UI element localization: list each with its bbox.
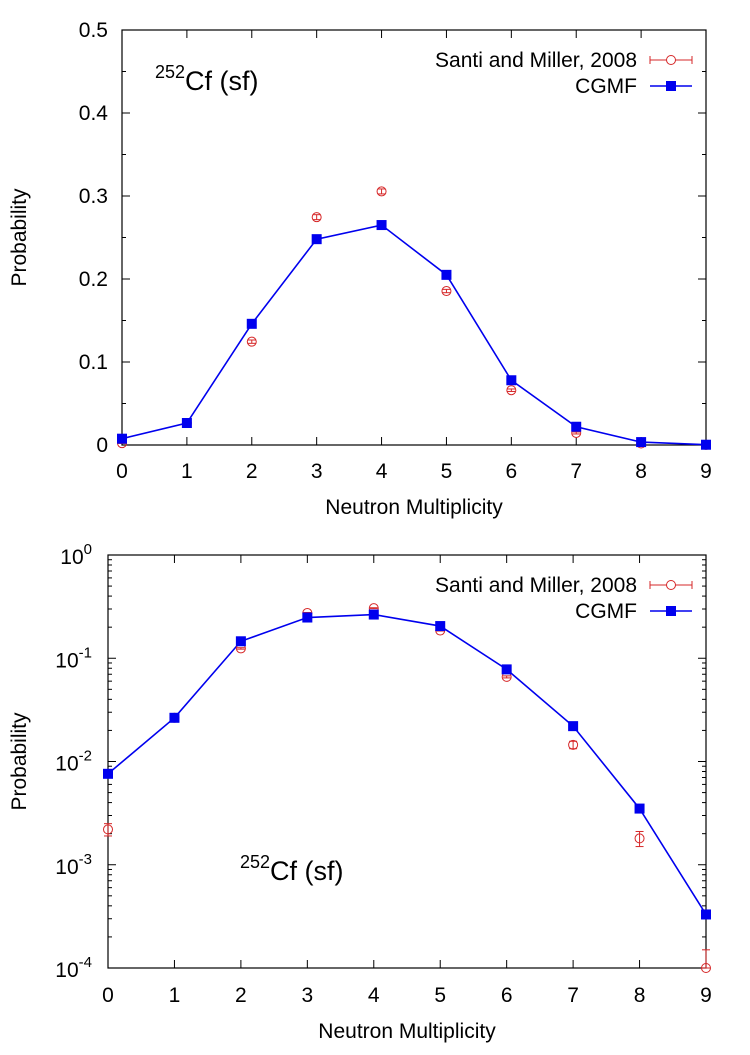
x-tick-label: 1 bbox=[181, 460, 193, 483]
y-tick-label: 10-4 bbox=[55, 954, 92, 982]
cgmf-point bbox=[501, 664, 512, 675]
x-tick-label: 0 bbox=[116, 460, 128, 483]
cgmf-point bbox=[311, 234, 322, 245]
y-tick-base: 10 bbox=[55, 959, 78, 982]
measured-point bbox=[376, 186, 387, 197]
cgmf-point bbox=[181, 418, 192, 429]
cgmf-point bbox=[568, 721, 579, 732]
x-tick-label: 6 bbox=[501, 984, 513, 1007]
measured-point bbox=[311, 212, 322, 223]
y-tick-label: 0.2 bbox=[79, 268, 108, 291]
x-axis-label: Neutron Multiplicity bbox=[325, 496, 503, 519]
x-axis-label: Neutron Multiplicity bbox=[318, 1020, 496, 1043]
measured-point bbox=[701, 963, 711, 973]
y-tick-base: 10 bbox=[55, 856, 78, 879]
y-tick-label: 100 bbox=[60, 541, 92, 569]
chart-linear: 0 1 2 3 4 5 6 7 8 9 0 0.1 0.2 0.3 0.4 0.5 Neutron Multip… bbox=[8, 19, 712, 519]
cgmf-point bbox=[368, 609, 379, 620]
annotation-label: 252Cf (sf) bbox=[240, 852, 344, 886]
legend-label-cgmf: CGMF bbox=[575, 600, 637, 623]
legend-label-cgmf: CGMF bbox=[575, 75, 637, 98]
measured-point bbox=[441, 286, 452, 297]
measured-point bbox=[246, 336, 257, 347]
x-tick-label: 3 bbox=[301, 984, 313, 1007]
annotation-superscript: 252 bbox=[155, 62, 185, 82]
cgmf-point bbox=[169, 712, 180, 723]
cgmf-point bbox=[117, 433, 127, 444]
y-tick-label: 10-1 bbox=[55, 644, 92, 672]
annotation-superscript: 252 bbox=[240, 852, 270, 872]
x-tick-label: 9 bbox=[700, 460, 712, 483]
x-tick-label: 4 bbox=[368, 984, 380, 1007]
y-tick-exponent: -2 bbox=[79, 748, 92, 765]
cgmf-point bbox=[506, 375, 517, 386]
y-tick-exponent: 0 bbox=[84, 541, 92, 558]
legend-cgmf-marker bbox=[666, 606, 676, 616]
y-tick-base: 10 bbox=[60, 546, 83, 569]
cgmf-line bbox=[121, 224, 707, 446]
x-tick-label: 2 bbox=[246, 460, 258, 483]
annotation-base: Cf (sf) bbox=[185, 66, 259, 96]
y-tick-base: 10 bbox=[55, 753, 78, 776]
y-tick-label: 10-2 bbox=[55, 748, 92, 776]
x-tick-label: 5 bbox=[441, 460, 453, 483]
measured-point bbox=[103, 824, 113, 835]
annotation-base: Cf (sf) bbox=[270, 856, 344, 886]
cgmf-line bbox=[107, 613, 707, 915]
y-tick-label: 0.1 bbox=[79, 351, 108, 374]
x-tick-label: 9 bbox=[700, 984, 712, 1007]
cgmf-point bbox=[376, 220, 387, 231]
cgmf-point bbox=[634, 803, 645, 814]
x-tick-label: 8 bbox=[634, 984, 646, 1007]
y-tick-label: 0 bbox=[96, 434, 108, 457]
cgmf-point bbox=[435, 621, 446, 632]
y-tick-label: 0.5 bbox=[79, 19, 108, 42]
x-tick-label: 2 bbox=[235, 984, 247, 1007]
legend-cgmf-marker bbox=[666, 81, 676, 91]
x-tick-label: 3 bbox=[311, 460, 323, 483]
measured-point bbox=[568, 739, 579, 750]
legend-label-measured: Santi and Miller, 2008 bbox=[435, 574, 637, 597]
cgmf-point bbox=[235, 636, 246, 647]
x-tick-label: 1 bbox=[169, 984, 181, 1007]
measured-point bbox=[634, 833, 645, 844]
x-tick-label: 7 bbox=[570, 460, 582, 483]
y-axis-label: Probability bbox=[8, 712, 31, 811]
measured-point bbox=[506, 385, 517, 396]
legend-label-measured: Santi and Miller, 2008 bbox=[435, 49, 637, 72]
cgmf-point bbox=[701, 439, 711, 450]
cgmf-point bbox=[571, 421, 582, 432]
x-tick-label: 0 bbox=[102, 984, 114, 1007]
cgmf-point bbox=[441, 269, 452, 280]
cgmf-point bbox=[302, 612, 313, 623]
y-axis-label: Probability bbox=[8, 188, 31, 287]
y-tick-exponent: -1 bbox=[79, 644, 92, 661]
x-tick-label: 5 bbox=[434, 984, 446, 1007]
cgmf-point bbox=[103, 768, 113, 779]
y-tick-base: 10 bbox=[55, 649, 78, 672]
cgmf-point bbox=[636, 437, 647, 448]
x-tick-label: 4 bbox=[376, 460, 388, 483]
legend-measured-marker bbox=[666, 55, 676, 65]
legend-measured-marker bbox=[666, 580, 676, 590]
x-tick-label: 7 bbox=[567, 984, 579, 1007]
y-tick-exponent: -3 bbox=[79, 851, 92, 868]
y-tick-label: 0.3 bbox=[79, 185, 108, 208]
x-tick-label: 8 bbox=[635, 460, 647, 483]
cgmf-point bbox=[701, 909, 711, 920]
y-tick-label: 0.4 bbox=[79, 102, 109, 125]
cgmf-point bbox=[246, 318, 257, 329]
y-tick-exponent: -4 bbox=[79, 954, 92, 971]
x-tick-label: 6 bbox=[505, 460, 517, 483]
y-tick-label: 10-3 bbox=[55, 851, 92, 879]
annotation-label: 252Cf (sf) bbox=[155, 62, 259, 96]
